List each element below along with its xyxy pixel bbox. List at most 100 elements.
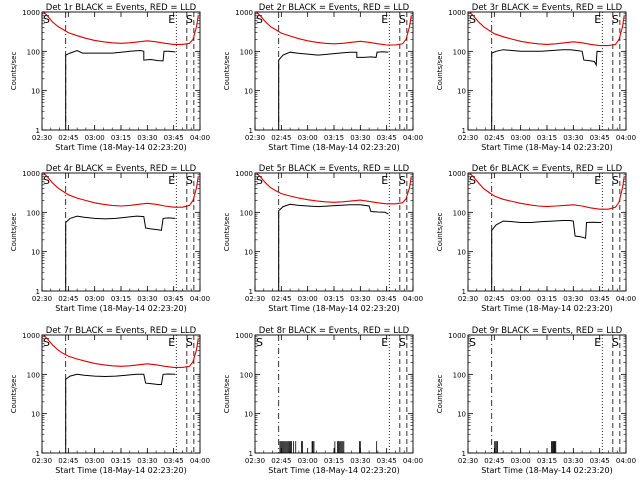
time-marker-label: S bbox=[186, 13, 193, 26]
y-tick-label: 10 bbox=[457, 249, 466, 257]
x-tick-label: 03:15 bbox=[537, 457, 557, 465]
x-axis-label: Start Time (18-May-14 02:23:20) bbox=[268, 304, 399, 313]
chart-panel-6: Det 6r BLACK = Events, RED = LLD 1 10 100 10… bbox=[436, 164, 636, 313]
y-tick-label: 1000 bbox=[448, 332, 466, 340]
x-tick-label: 02:30 bbox=[32, 295, 52, 303]
x-axis-label: Start Time (18-May-14 02:23:20) bbox=[268, 466, 399, 475]
time-marker-label: E bbox=[381, 336, 388, 349]
x-tick-label: 03:15 bbox=[537, 134, 557, 142]
y-tick-label: 10 bbox=[244, 411, 253, 419]
x-tick-label: 03:30 bbox=[350, 295, 370, 303]
x-tick-label: 03:00 bbox=[85, 457, 105, 465]
plot-frame bbox=[41, 172, 201, 292]
y-tick-label: 10 bbox=[457, 88, 466, 96]
x-tick-label: 03:00 bbox=[511, 295, 531, 303]
x-tick-label: 04:00 bbox=[616, 295, 636, 303]
time-marker-label: S bbox=[43, 174, 50, 187]
x-tick-label: 03:45 bbox=[164, 295, 184, 303]
time-marker-label: S bbox=[612, 174, 619, 187]
x-tick-label: 03:15 bbox=[111, 457, 131, 465]
y-axis-label: Counts/sec bbox=[436, 52, 444, 91]
x-tick-label: 02:45 bbox=[58, 295, 78, 303]
x-tick-label: 03:15 bbox=[111, 134, 131, 142]
x-tick-label: 03:45 bbox=[164, 457, 184, 465]
lld-series bbox=[468, 12, 625, 47]
y-tick-label: 10 bbox=[31, 88, 40, 96]
x-tick-label: 02:45 bbox=[484, 295, 504, 303]
time-marker-label: S bbox=[399, 13, 406, 26]
time-marker-label: S bbox=[469, 336, 476, 349]
events-series bbox=[65, 373, 176, 453]
chart-panel-2: Det 2r BLACK = Events, RED = LLD 1 10 100 10… bbox=[223, 3, 423, 152]
x-tick-label: 03:15 bbox=[537, 295, 557, 303]
x-tick-label: 03:15 bbox=[111, 295, 131, 303]
y-tick-label: 100 bbox=[27, 371, 40, 379]
x-tick-label: 03:00 bbox=[298, 134, 318, 142]
y-tick-label: 10 bbox=[457, 411, 466, 419]
x-tick-label: 03:15 bbox=[324, 134, 344, 142]
y-tick-label: 100 bbox=[453, 371, 466, 379]
x-tick-label: 03:30 bbox=[350, 134, 370, 142]
panel-data bbox=[468, 12, 625, 130]
x-tick-label: 02:30 bbox=[458, 134, 478, 142]
time-marker-label: S bbox=[43, 13, 50, 26]
time-marker-label: S bbox=[43, 336, 50, 349]
chart-panel-8: Det 8r BLACK = Events, RED = LLD 1 10 100 10… bbox=[223, 326, 423, 475]
x-axis-label: Start Time (18-May-14 02:23:20) bbox=[481, 304, 612, 313]
lld-series bbox=[42, 173, 199, 208]
y-tick-label: 1000 bbox=[22, 332, 40, 340]
x-tick-label: 03:30 bbox=[137, 134, 157, 142]
x-tick-label: 04:00 bbox=[403, 295, 423, 303]
panel-data bbox=[255, 173, 412, 291]
x-tick-label: 03:45 bbox=[590, 295, 610, 303]
y-axis-label: Counts/sec bbox=[10, 52, 18, 91]
x-tick-label: 03:00 bbox=[298, 295, 318, 303]
x-tick-label: 03:30 bbox=[563, 134, 583, 142]
time-marker-label: S bbox=[256, 336, 263, 349]
y-tick-label: 100 bbox=[240, 371, 253, 379]
y-axis-label: Counts/sec bbox=[436, 375, 444, 414]
x-tick-label: 04:00 bbox=[616, 457, 636, 465]
y-tick-label: 100 bbox=[27, 48, 40, 56]
panel-title: Det 2r BLACK = Events, RED = LLD bbox=[259, 3, 410, 13]
x-tick-label: 03:30 bbox=[137, 295, 157, 303]
y-tick-label: 10 bbox=[244, 88, 253, 96]
time-marker-label: E bbox=[168, 174, 175, 187]
panel-title: Det 9r BLACK = Events, RED = LLD bbox=[472, 326, 623, 336]
y-tick-label: 10 bbox=[244, 249, 253, 257]
panel-title: Det 1r BLACK = Events, RED = LLD bbox=[46, 3, 197, 13]
time-marker-label: S bbox=[186, 174, 193, 187]
x-axis-label: Start Time (18-May-14 02:23:20) bbox=[481, 466, 612, 475]
x-tick-label: 03:00 bbox=[85, 295, 105, 303]
x-tick-label: 03:45 bbox=[377, 295, 397, 303]
time-marker-label: E bbox=[168, 336, 175, 349]
x-tick-label: 03:45 bbox=[164, 134, 184, 142]
time-marker-label: S bbox=[256, 13, 263, 26]
plot-frame bbox=[467, 11, 627, 131]
y-tick-label: 1 bbox=[36, 288, 40, 296]
chart-panel-5: Det 5r BLACK = Events, RED = LLD 1 10 100 10… bbox=[223, 164, 423, 313]
events-series bbox=[65, 49, 176, 130]
y-tick-label: 1 bbox=[249, 450, 253, 458]
time-marker-label: S bbox=[399, 174, 406, 187]
x-tick-label: 03:45 bbox=[377, 134, 397, 142]
x-axis-label: Start Time (18-May-14 02:23:20) bbox=[481, 143, 612, 152]
lld-series bbox=[255, 173, 412, 205]
time-marker-label: E bbox=[381, 13, 388, 26]
y-axis-label: Counts/sec bbox=[10, 375, 18, 414]
x-tick-label: 02:45 bbox=[58, 134, 78, 142]
x-tick-label: 03:45 bbox=[377, 457, 397, 465]
x-tick-label: 03:30 bbox=[563, 457, 583, 465]
y-tick-label: 1000 bbox=[22, 170, 40, 178]
y-axis-label: Counts/sec bbox=[223, 52, 231, 91]
y-tick-label: 10 bbox=[31, 249, 40, 257]
y-tick-label: 1000 bbox=[22, 9, 40, 17]
panel-title: Det 8r BLACK = Events, RED = LLD bbox=[259, 326, 410, 336]
x-axis-label: Start Time (18-May-14 02:23:20) bbox=[55, 466, 186, 475]
y-tick-label: 100 bbox=[240, 209, 253, 217]
x-tick-label: 03:00 bbox=[511, 457, 531, 465]
x-tick-label: 04:00 bbox=[616, 134, 636, 142]
x-tick-label: 03:00 bbox=[298, 457, 318, 465]
panel-title: Det 4r BLACK = Events, RED = LLD bbox=[46, 164, 197, 174]
